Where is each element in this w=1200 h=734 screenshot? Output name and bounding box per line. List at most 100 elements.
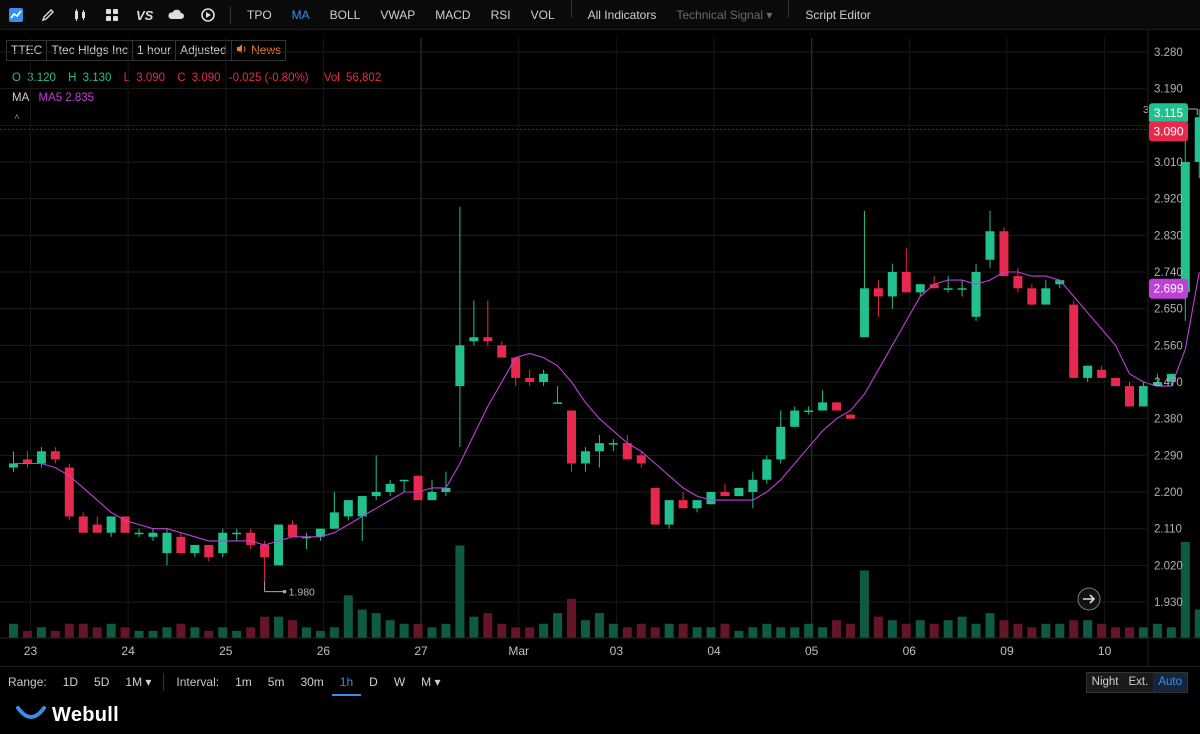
chart-type-icon[interactable] xyxy=(0,0,32,30)
y-tick-label: 2.650 xyxy=(1154,304,1183,316)
replay-icon[interactable] xyxy=(192,0,224,30)
interval-option-d[interactable]: D xyxy=(369,674,378,689)
candle xyxy=(943,276,953,293)
toolbar-item-all-indicators[interactable]: All Indicators xyxy=(587,7,657,22)
candle-body xyxy=(120,516,130,533)
symbol-ticker[interactable]: TTEC xyxy=(7,41,48,60)
toolbar-divider xyxy=(788,0,790,18)
volume-bar xyxy=(580,620,590,638)
interval-option-5m[interactable]: 5m xyxy=(267,674,285,689)
candle-body xyxy=(1041,288,1051,305)
cloud-icon[interactable] xyxy=(160,0,192,30)
candle xyxy=(873,280,883,317)
candle-body xyxy=(622,443,632,460)
volume-bar xyxy=(790,627,800,638)
range-option-1d[interactable]: 1D xyxy=(62,674,79,689)
price-chart[interactable]: 3.1401.980 3.2803.1903.1003.0102.9202.83… xyxy=(0,30,1200,666)
range-options: 1D 5D 1M ▾ xyxy=(55,668,160,696)
x-tick-label: 05 xyxy=(805,644,819,658)
close-value: 3.090 xyxy=(191,72,221,84)
candle-body xyxy=(776,426,786,460)
ma-label[interactable]: MA xyxy=(12,92,30,104)
x-tick-label: 24 xyxy=(121,644,135,658)
last-price-tag xyxy=(1149,103,1188,124)
candle-body xyxy=(64,467,74,517)
candle xyxy=(553,386,563,404)
candle xyxy=(859,210,869,338)
toolbar-item-vwap[interactable]: VWAP xyxy=(380,7,416,22)
toolbar-item-rsi[interactable]: RSI xyxy=(490,7,511,22)
candle xyxy=(525,369,535,387)
candle xyxy=(1194,109,1200,179)
mode-auto-button[interactable]: Auto xyxy=(1153,673,1187,692)
candle xyxy=(315,528,325,541)
interval-option-w[interactable]: W xyxy=(393,674,406,689)
candle-body xyxy=(608,443,618,445)
scroll-right-button[interactable] xyxy=(1077,587,1101,611)
candle-body xyxy=(413,475,423,501)
candle-body xyxy=(594,443,604,452)
volume-bar xyxy=(399,623,409,638)
y-axis: 3.2803.1903.1003.0102.9202.8302.7402.650… xyxy=(0,30,1200,666)
candle xyxy=(64,463,74,521)
candle xyxy=(218,528,228,558)
candle-body xyxy=(1125,386,1134,407)
candle xyxy=(1069,300,1079,378)
candle xyxy=(1152,373,1162,387)
candle xyxy=(1083,365,1093,382)
volume-bar xyxy=(78,623,88,638)
interval-selector[interactable]: 1 hour xyxy=(133,41,177,60)
mode-ext-button[interactable]: Ext. xyxy=(1123,673,1154,692)
candle xyxy=(441,471,451,497)
candle xyxy=(706,492,716,505)
interval-option-30m[interactable]: 30m xyxy=(300,674,324,689)
candle xyxy=(580,447,590,472)
toolbar-item-boll[interactable]: BOLL xyxy=(329,7,361,22)
mode-night-button[interactable]: Night xyxy=(1086,673,1124,692)
candle-body xyxy=(301,536,311,539)
draw-pen-icon[interactable] xyxy=(32,0,64,30)
volume-bar xyxy=(776,627,786,638)
toolbar-item-tpo[interactable]: TPO xyxy=(247,7,272,22)
candle-body xyxy=(706,492,716,505)
collapse-caret-icon[interactable]: ˄ xyxy=(14,112,20,123)
interval-option-m[interactable]: M ▾ xyxy=(421,674,441,689)
range-label: Range: xyxy=(8,674,47,689)
adjusted-toggle[interactable]: Adjusted xyxy=(176,41,232,60)
volume-bar xyxy=(929,623,939,638)
volume-bar xyxy=(915,620,925,638)
speaker-icon xyxy=(236,43,251,57)
candle-body xyxy=(371,492,381,497)
toolbar-item-vol[interactable]: VOL xyxy=(530,7,555,22)
news-button[interactable]: News xyxy=(232,41,285,60)
low-label: L xyxy=(123,72,131,84)
volume-bar xyxy=(329,627,339,638)
volume-bar xyxy=(762,623,772,638)
candle xyxy=(469,300,479,346)
candle-body xyxy=(1027,288,1037,305)
candle-body xyxy=(580,451,590,464)
volume-bar xyxy=(846,623,855,638)
volume-bar xyxy=(553,613,563,638)
volume-bar xyxy=(371,613,381,638)
candle xyxy=(762,455,772,484)
volume-bar xyxy=(999,620,1009,638)
toolbar-item-macd[interactable]: MACD xyxy=(435,7,471,22)
candles-icon[interactable] xyxy=(64,0,96,30)
toolbar-item-technical-signal[interactable]: Technical Signal ▾ xyxy=(676,7,773,22)
range-option-5d[interactable]: 5D xyxy=(94,674,110,689)
volume-bar xyxy=(232,630,242,638)
layout-grid-icon[interactable] xyxy=(96,0,128,30)
volume-bar xyxy=(971,623,981,638)
volume-bar xyxy=(525,627,535,638)
volume-bars xyxy=(9,542,1200,638)
range-option-1m[interactable]: 1M ▾ xyxy=(125,674,152,689)
volume-bar xyxy=(1138,627,1148,638)
interval-option-1h[interactable]: 1h xyxy=(331,668,362,696)
high-value: 3.130 xyxy=(82,72,112,84)
compare-vs-icon[interactable]: VS xyxy=(128,0,160,30)
toolbar-item-ma[interactable]: MA xyxy=(291,7,310,22)
interval-option-1m[interactable]: 1m xyxy=(235,674,252,689)
y-tick-label: 3.190 xyxy=(1154,84,1183,96)
toolbar-item-script-editor[interactable]: Script Editor xyxy=(805,7,871,22)
